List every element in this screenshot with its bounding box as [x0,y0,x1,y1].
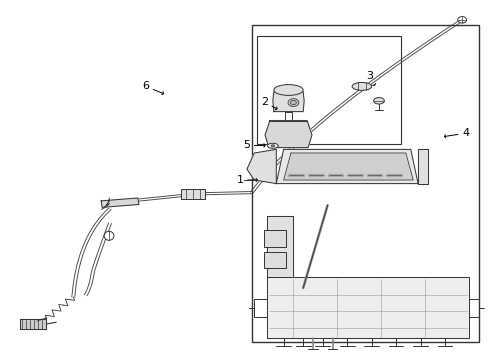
Polygon shape [266,277,468,338]
Bar [264,230,285,247]
Text: 2: 2 [260,97,276,110]
Ellipse shape [104,231,114,240]
Polygon shape [101,198,139,207]
Ellipse shape [373,98,384,104]
Polygon shape [283,153,412,180]
Polygon shape [266,216,293,277]
Ellipse shape [267,143,278,148]
Bar [256,36,400,144]
Ellipse shape [287,99,298,107]
Ellipse shape [351,82,371,90]
Ellipse shape [457,17,466,23]
Text: 4: 4 [444,128,468,138]
Polygon shape [417,149,427,184]
Polygon shape [264,121,311,148]
Text: 6: 6 [142,81,163,95]
Ellipse shape [273,85,303,95]
Text: 1: 1 [236,175,257,185]
Ellipse shape [290,100,296,105]
Text: 3: 3 [365,71,375,85]
Bar [264,252,285,268]
Bar [251,25,478,342]
Polygon shape [20,319,46,329]
Polygon shape [276,149,417,184]
Polygon shape [246,149,276,184]
Polygon shape [272,92,304,112]
Bar [181,189,205,199]
Ellipse shape [270,145,274,147]
Text: 5: 5 [243,140,264,150]
